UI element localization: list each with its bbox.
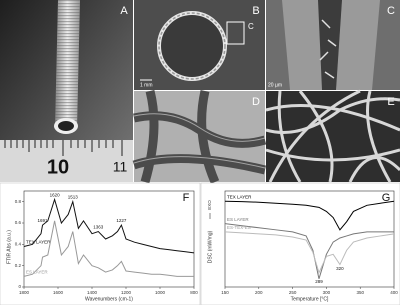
ruler-label: 10 [47, 156, 69, 178]
x-tick-label: 1400 [87, 290, 98, 295]
series-line [224, 231, 395, 275]
panel-a: 10 11 A [0, 0, 133, 182]
series-line [224, 200, 395, 231]
panel-e: E [265, 89, 400, 183]
peak-label: 320 [336, 266, 344, 271]
x-tick-label: 400 [390, 290, 398, 295]
x-tick-label: 300 [323, 290, 331, 295]
panel-letter: B [252, 5, 259, 17]
panel-letter: A [120, 5, 128, 17]
ruler-label: 11 [113, 159, 128, 175]
series-label: TEX LAYER [227, 194, 252, 199]
exo-label: EXO [207, 200, 212, 210]
panel-letter: D [252, 96, 260, 108]
x-tick-label: 1000 [155, 290, 166, 295]
peak-label: 1691 [38, 218, 49, 223]
series-label: TEX LAYER [26, 240, 51, 245]
panel-letter: F [183, 192, 190, 204]
panel-letter: G [382, 192, 391, 204]
scale-bar: 20 µm [268, 82, 282, 88]
panel-d: D [132, 89, 267, 184]
y-tick-label: 0 [18, 284, 21, 289]
series-label: ES-TEX-ES [227, 225, 251, 230]
panel-c: 20 µm C [266, 0, 400, 90]
inset-label: C [248, 22, 254, 31]
x-axis-label: Temperature [°C] [291, 296, 329, 302]
y-axis-label: FTIR Abs (a.u.) [6, 230, 12, 264]
panel-b: C 1 mm B [134, 0, 265, 90]
panel-letter: E [387, 96, 394, 108]
x-tick-label: 1600 [53, 290, 64, 295]
series-line [23, 197, 195, 254]
panel-letter: C [387, 5, 395, 17]
peak-label: 289 [315, 279, 323, 284]
peak-label: 1620 [50, 192, 61, 197]
y-tick-label: 0.4 [15, 242, 22, 247]
series-label: ES LAYER [227, 217, 249, 222]
series-label: ES LAYER [26, 270, 48, 275]
scale-bar: 1 mm [140, 82, 153, 88]
y-tick-label: 0.8 [15, 199, 22, 204]
x-axis-label: Wavenumbers (cm-1) [85, 296, 133, 302]
x-tick-label: 1200 [121, 290, 132, 295]
y-axis-label: DSC (mW/mg) [207, 230, 213, 263]
peak-label: 1513 [68, 195, 79, 200]
x-tick-label: 350 [356, 290, 364, 295]
x-tick-label: 200 [255, 290, 263, 295]
x-tick-label: 150 [221, 290, 229, 295]
peak-label: 1363 [93, 224, 104, 229]
plot-frame [23, 190, 195, 288]
y-tick-label: 0.6 [15, 220, 22, 225]
peak-label: 1227 [116, 218, 127, 223]
series-line [23, 220, 194, 277]
plot-frame [224, 190, 395, 288]
x-tick-label: 800 [190, 290, 198, 295]
y-tick-label: 0.2 [15, 263, 22, 268]
x-tick-label: 250 [289, 290, 297, 295]
series-line [224, 223, 394, 279]
x-tick-label: 1800 [19, 290, 30, 295]
